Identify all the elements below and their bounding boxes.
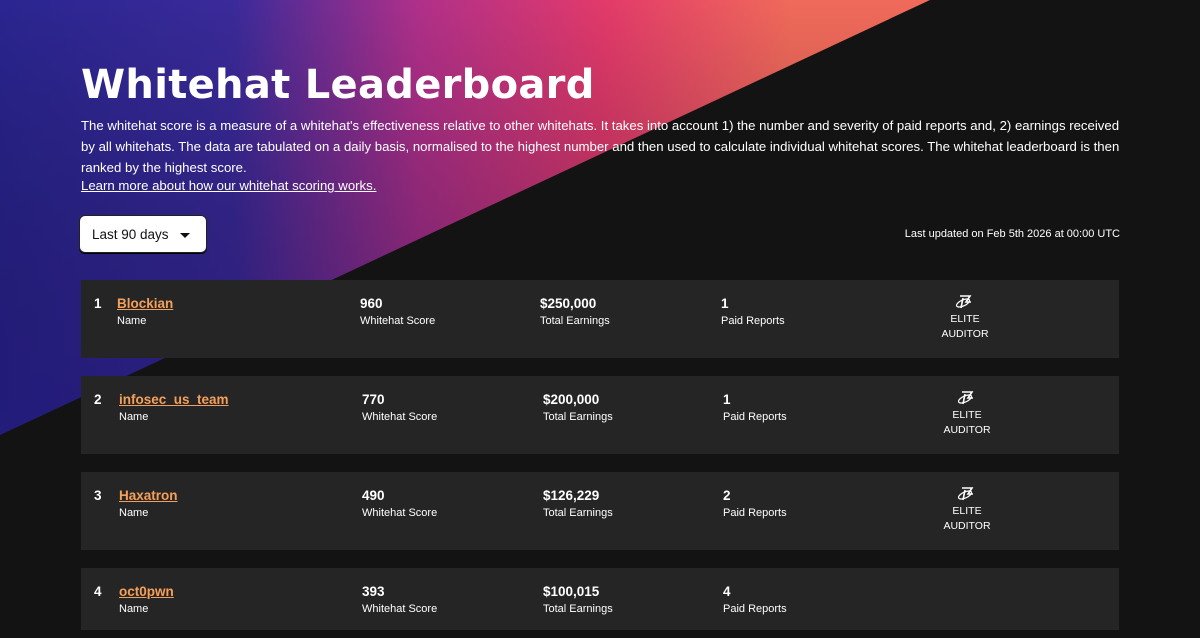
rank: 1 bbox=[94, 296, 102, 311]
earnings-value: $200,000 bbox=[543, 392, 600, 407]
score-cell: 960 Whitehat Score bbox=[360, 296, 435, 327]
whitehat-name-link[interactable]: infosec_us_team bbox=[119, 392, 229, 407]
elite-auditor-icon bbox=[955, 295, 972, 309]
score-cell: 770 Whitehat Score bbox=[362, 392, 437, 423]
earnings-cell: $100,015 Total Earnings bbox=[543, 584, 613, 615]
earnings-label: Total Earnings bbox=[543, 603, 613, 615]
name-label: Name bbox=[119, 507, 149, 519]
score-cell: 490 Whitehat Score bbox=[362, 488, 437, 519]
reports-value: 2 bbox=[723, 488, 731, 503]
period-select[interactable]: Last 90 days bbox=[79, 215, 207, 253]
earnings-label: Total Earnings bbox=[543, 507, 613, 519]
elite-auditor-badge: ELITE AUDITOR bbox=[937, 390, 997, 438]
reports-label: Paid Reports bbox=[723, 507, 787, 519]
score-label: Whitehat Score bbox=[362, 603, 438, 615]
score-value: 770 bbox=[362, 392, 385, 407]
name-label: Name bbox=[119, 411, 149, 423]
badge-line1: ELITE bbox=[950, 313, 980, 325]
name-cell: infosec_us_team Name bbox=[119, 392, 229, 423]
elite-auditor-icon bbox=[957, 487, 974, 501]
name-cell: Blockian Name bbox=[117, 296, 173, 327]
reports-cell: 4 Paid Reports bbox=[723, 584, 787, 615]
rank: 3 bbox=[94, 488, 102, 503]
elite-auditor-badge: ELITE AUDITOR bbox=[935, 294, 995, 342]
score-label: Whitehat Score bbox=[362, 507, 438, 519]
name-label: Name bbox=[119, 603, 149, 615]
reports-value: 4 bbox=[723, 584, 731, 599]
reports-label: Paid Reports bbox=[723, 411, 787, 423]
leaderboard-row: 4 oct0pwn Name 393 Whitehat Score $100,0… bbox=[81, 568, 1119, 630]
chevron-down-icon bbox=[180, 233, 190, 238]
score-value: 393 bbox=[362, 584, 385, 599]
earnings-cell: $126,229 Total Earnings bbox=[543, 488, 613, 519]
last-updated: Last updated on Feb 5th 2026 at 00:00 UT… bbox=[904, 228, 1120, 240]
leaderboard-row: 2 infosec_us_team Name 770 Whitehat Scor… bbox=[81, 376, 1119, 454]
earnings-value: $126,229 bbox=[543, 488, 600, 503]
reports-cell: 2 Paid Reports bbox=[723, 488, 787, 519]
name-label: Name bbox=[117, 315, 147, 327]
badge-line1: ELITE bbox=[952, 505, 982, 517]
name-cell: Haxatron Name bbox=[119, 488, 178, 519]
leaderboard-row: 1 Blockian Name 960 Whitehat Score $250,… bbox=[81, 280, 1119, 358]
earnings-label: Total Earnings bbox=[543, 411, 613, 423]
earnings-value: $100,015 bbox=[543, 584, 600, 599]
page-title: Whitehat Leaderboard bbox=[81, 62, 595, 108]
score-label: Whitehat Score bbox=[362, 411, 438, 423]
rank: 4 bbox=[94, 584, 102, 599]
score-value: 490 bbox=[362, 488, 385, 503]
earnings-label: Total Earnings bbox=[540, 315, 610, 327]
elite-auditor-icon bbox=[957, 391, 974, 405]
earnings-value: $250,000 bbox=[540, 296, 597, 311]
badge-line1: ELITE bbox=[952, 409, 982, 421]
leaderboard-row: 3 Haxatron Name 490 Whitehat Score $126,… bbox=[81, 472, 1119, 550]
reports-value: 1 bbox=[721, 296, 729, 311]
earnings-cell: $250,000 Total Earnings bbox=[540, 296, 610, 327]
name-cell: oct0pwn Name bbox=[119, 584, 174, 615]
whitehat-name-link[interactable]: Blockian bbox=[117, 296, 174, 311]
reports-cell: 1 Paid Reports bbox=[723, 392, 787, 423]
reports-value: 1 bbox=[723, 392, 731, 407]
reports-cell: 1 Paid Reports bbox=[721, 296, 785, 327]
whitehat-name-link[interactable]: oct0pwn bbox=[119, 584, 174, 599]
page-description: The whitehat score is a measure of a whi… bbox=[81, 118, 1120, 175]
period-select-value: Last 90 days bbox=[92, 226, 169, 242]
elite-auditor-badge: ELITE AUDITOR bbox=[937, 486, 997, 534]
whitehat-name-link[interactable]: Haxatron bbox=[119, 488, 178, 503]
learn-more-link[interactable]: Learn more about how our whitehat scorin… bbox=[81, 178, 377, 193]
badge-line2: AUDITOR bbox=[943, 424, 991, 436]
score-cell: 393 Whitehat Score bbox=[362, 584, 437, 615]
rank: 2 bbox=[94, 392, 102, 407]
score-value: 960 bbox=[360, 296, 383, 311]
badge-line2: AUDITOR bbox=[941, 328, 989, 340]
reports-label: Paid Reports bbox=[721, 315, 785, 327]
score-label: Whitehat Score bbox=[360, 315, 436, 327]
badge-line2: AUDITOR bbox=[943, 520, 991, 532]
reports-label: Paid Reports bbox=[723, 603, 787, 615]
earnings-cell: $200,000 Total Earnings bbox=[543, 392, 613, 423]
